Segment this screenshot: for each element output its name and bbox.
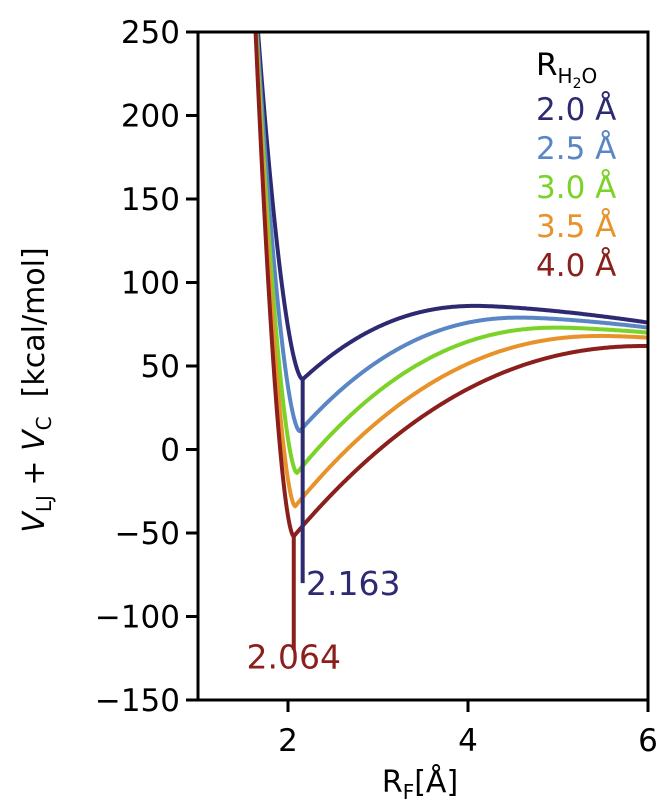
series-line — [253, 32, 648, 539]
legend-entry: 4.0 Å — [536, 248, 616, 284]
y-tick-label: 100 — [121, 266, 180, 302]
y-tick-label: −150 — [95, 683, 180, 719]
y-tick-label: 150 — [121, 182, 180, 218]
legend: 2.0 Å2.5 Å3.0 Å3.5 Å4.0 Å — [536, 92, 616, 284]
y-tick-label: 200 — [121, 99, 180, 135]
y-tick-label: 0 — [160, 433, 180, 469]
x-tick-label: 6 — [638, 723, 658, 759]
series-line — [254, 32, 648, 475]
x-axis-label: RF[Å] — [382, 764, 458, 803]
curves-group — [253, 32, 648, 539]
y-tick-label: −50 — [115, 516, 180, 552]
legend-entry: 2.0 Å — [536, 92, 616, 128]
y-axis: 250 200 150 100 50 0 −50 −100 −150 — [95, 15, 198, 719]
y-tick-label: 50 — [141, 349, 180, 385]
annotations-group: 2.163 2.064 — [247, 379, 400, 676]
series-line — [255, 32, 648, 434]
annotation-label: 2.064 — [247, 637, 341, 676]
x-tick-label: 4 — [458, 723, 478, 759]
legend-entry: 3.0 Å — [536, 170, 616, 206]
y-tick-label: −100 — [95, 600, 180, 636]
series-line — [256, 32, 648, 382]
legend-entry: 2.5 Å — [536, 131, 616, 167]
y-tick-label: 250 — [121, 15, 180, 51]
x-axis: 2 4 6 — [278, 700, 658, 759]
annotation-label: 2.163 — [306, 564, 400, 603]
legend-entry: 3.5 Å — [536, 209, 616, 245]
legend-title: RH2O — [536, 47, 597, 92]
series-line — [253, 32, 648, 509]
x-tick-label: 2 — [278, 723, 298, 759]
y-axis-label: VLJ + VC [kcal/mol] — [17, 247, 56, 532]
